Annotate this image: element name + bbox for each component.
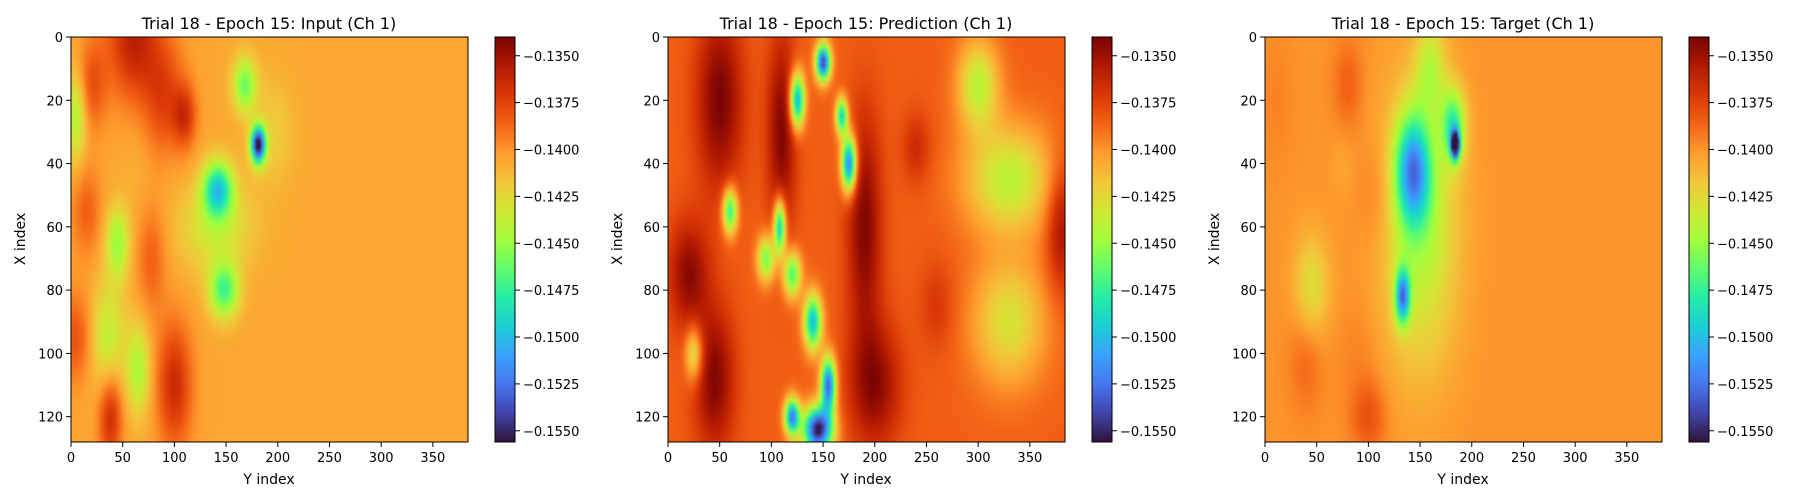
colorbar-tick-label: −0.1475 bbox=[523, 284, 579, 299]
panel-prediction: Trial 18 - Epoch 15: Prediction (Ch 1) Y… bbox=[610, 14, 1176, 488]
colorbar-tick-label: −0.1375 bbox=[1717, 97, 1773, 112]
colorbar-tick-label: −0.1350 bbox=[1717, 50, 1773, 65]
y-tick-label: 60 bbox=[46, 221, 63, 236]
x-tick-label: 0 bbox=[67, 451, 75, 466]
colorbar-tick-label: −0.1400 bbox=[523, 144, 579, 159]
colorbar-tick-label: −0.1450 bbox=[523, 237, 579, 252]
x-tick-label: 150 bbox=[214, 451, 239, 466]
y-tick-label: 40 bbox=[1240, 158, 1257, 173]
x-tick-label: 150 bbox=[1408, 451, 1433, 466]
x-axis-label: Y index bbox=[1436, 472, 1488, 488]
y-tick-label: 100 bbox=[38, 347, 63, 362]
y-axis-label: X index bbox=[610, 213, 626, 265]
x-tick-label: 300 bbox=[966, 451, 991, 466]
colorbar-tick-label: −0.1550 bbox=[1120, 425, 1176, 440]
y-tick-label: 120 bbox=[38, 411, 63, 426]
heatmap-field bbox=[71, 37, 468, 442]
y-tick-label: 120 bbox=[1232, 411, 1257, 426]
colorbar-tick-label: −0.1475 bbox=[1717, 284, 1773, 299]
colorbar-tick-label: −0.1525 bbox=[1120, 378, 1176, 393]
colorbar-tick-label: −0.1500 bbox=[1120, 331, 1176, 346]
colorbar-tick-label: −0.1525 bbox=[523, 378, 579, 393]
y-tick-label: 20 bbox=[643, 94, 660, 109]
x-tick-label: 150 bbox=[811, 451, 836, 466]
colorbar bbox=[1688, 36, 1710, 443]
y-tick-label: 120 bbox=[635, 411, 660, 426]
panel-input: Trial 18 - Epoch 15: Input (Ch 1) Y inde… bbox=[13, 14, 579, 488]
colorbar-tick-label: −0.1550 bbox=[523, 425, 579, 440]
colorbar-tick-label: −0.1350 bbox=[523, 50, 579, 65]
colorbar-tick-label: −0.1475 bbox=[1120, 284, 1176, 299]
y-tick-label: 100 bbox=[1232, 347, 1257, 362]
panel-target: Trial 18 - Epoch 15: Target (Ch 1) Y ind… bbox=[1207, 14, 1773, 488]
x-tick-label: 250 bbox=[1511, 451, 1536, 466]
x-tick-label: 300 bbox=[1563, 451, 1588, 466]
colorbar-tick-label: −0.1425 bbox=[1717, 190, 1773, 205]
heatmap-field bbox=[668, 37, 1065, 442]
x-axis-label: Y index bbox=[839, 472, 891, 488]
y-tick-label: 20 bbox=[1240, 94, 1257, 109]
y-tick-label: 60 bbox=[1240, 221, 1257, 236]
y-tick-label: 20 bbox=[46, 94, 63, 109]
y-tick-label: 0 bbox=[652, 31, 660, 46]
panel-title: Trial 18 - Epoch 15: Target (Ch 1) bbox=[1331, 14, 1595, 33]
x-tick-label: 200 bbox=[1459, 451, 1484, 466]
panel-title: Trial 18 - Epoch 15: Prediction (Ch 1) bbox=[719, 14, 1013, 33]
y-tick-label: 60 bbox=[643, 221, 660, 236]
colorbar bbox=[1091, 36, 1113, 443]
x-tick-label: 250 bbox=[317, 451, 342, 466]
colorbar-tick-label: −0.1525 bbox=[1717, 378, 1773, 393]
x-tick-label: 350 bbox=[1017, 451, 1042, 466]
x-tick-label: 50 bbox=[711, 451, 728, 466]
colorbar-tick-label: −0.1425 bbox=[523, 190, 579, 205]
plot-frame bbox=[1264, 36, 1663, 443]
y-tick-label: 100 bbox=[635, 347, 660, 362]
colorbar-tick-label: −0.1425 bbox=[1120, 190, 1176, 205]
y-axis-label: X index bbox=[1207, 213, 1223, 265]
colorbar bbox=[494, 36, 516, 443]
colorbar-tick-label: −0.1450 bbox=[1120, 237, 1176, 252]
y-tick-label: 0 bbox=[1249, 31, 1257, 46]
plot-frame bbox=[70, 36, 469, 443]
x-tick-label: 50 bbox=[1308, 451, 1325, 466]
y-tick-label: 0 bbox=[55, 31, 63, 46]
colorbar-tick-label: −0.1400 bbox=[1717, 144, 1773, 159]
colorbar-tick-label: −0.1375 bbox=[523, 97, 579, 112]
y-tick-label: 80 bbox=[1240, 284, 1257, 299]
x-tick-label: 0 bbox=[1261, 451, 1269, 466]
x-tick-label: 100 bbox=[1356, 451, 1381, 466]
heatmap-field bbox=[1265, 37, 1662, 442]
colorbar-tick-label: −0.1500 bbox=[1717, 331, 1773, 346]
x-axis-label: Y index bbox=[242, 472, 294, 488]
x-tick-label: 100 bbox=[759, 451, 784, 466]
colorbar-tick-label: −0.1550 bbox=[1717, 425, 1773, 440]
x-tick-label: 350 bbox=[1614, 451, 1639, 466]
colorbar-tick-label: −0.1400 bbox=[1120, 144, 1176, 159]
x-tick-label: 250 bbox=[914, 451, 939, 466]
x-tick-label: 200 bbox=[862, 451, 887, 466]
x-tick-label: 350 bbox=[420, 451, 445, 466]
x-tick-label: 300 bbox=[369, 451, 394, 466]
colorbar-tick-label: −0.1350 bbox=[1120, 50, 1176, 65]
plot-frame bbox=[667, 36, 1066, 443]
panel-title: Trial 18 - Epoch 15: Input (Ch 1) bbox=[141, 14, 397, 33]
y-tick-label: 40 bbox=[46, 158, 63, 173]
x-tick-label: 100 bbox=[162, 451, 187, 466]
y-axis-label: X index bbox=[13, 213, 29, 265]
y-tick-label: 80 bbox=[46, 284, 63, 299]
x-tick-label: 50 bbox=[114, 451, 131, 466]
colorbar-tick-label: −0.1500 bbox=[523, 331, 579, 346]
y-tick-label: 80 bbox=[643, 284, 660, 299]
y-tick-label: 40 bbox=[643, 158, 660, 173]
colorbar-tick-label: −0.1450 bbox=[1717, 237, 1773, 252]
x-tick-label: 200 bbox=[265, 451, 290, 466]
colorbar-tick-label: −0.1375 bbox=[1120, 97, 1176, 112]
x-tick-label: 0 bbox=[664, 451, 672, 466]
